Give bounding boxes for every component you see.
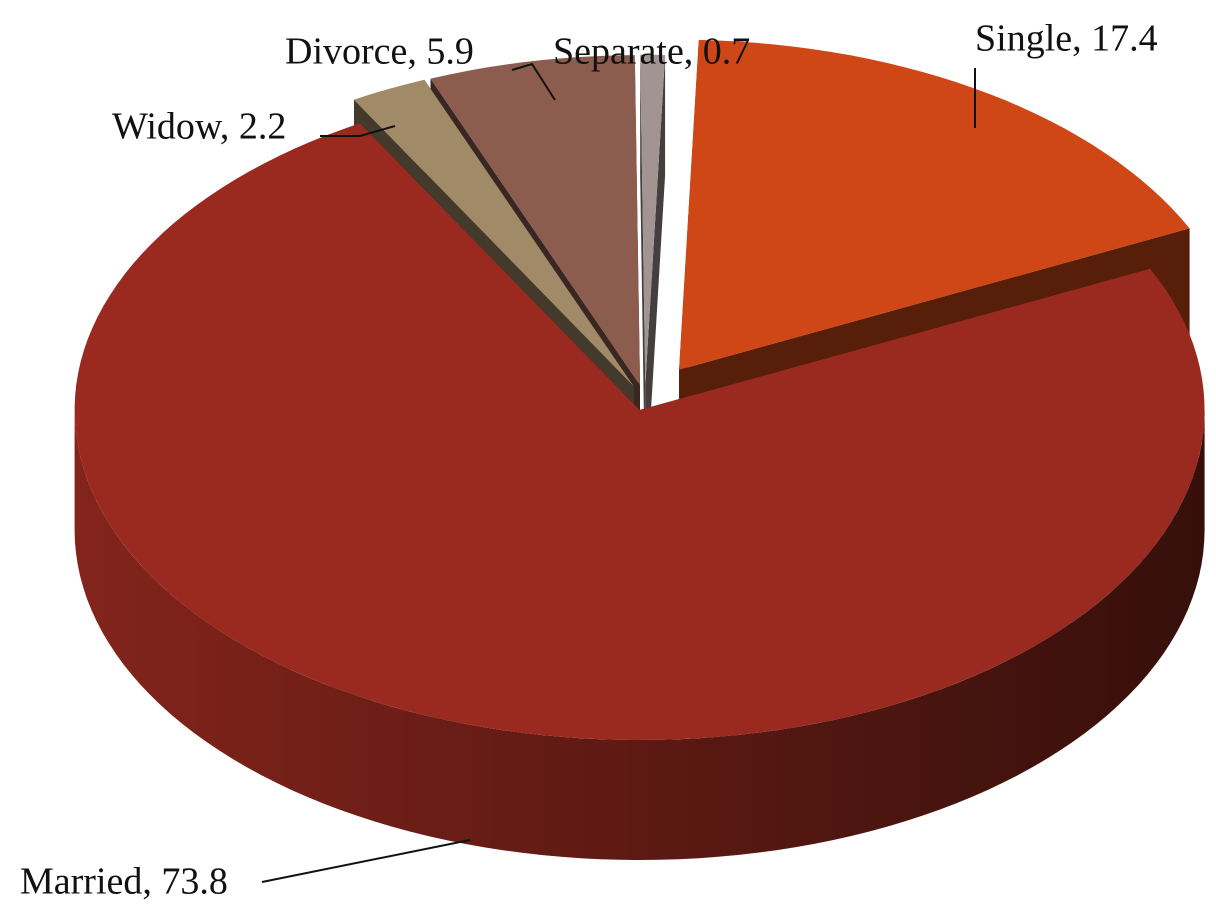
leader-line [261, 839, 471, 883]
slice [354, 79, 634, 387]
leader-line [320, 125, 396, 137]
slice-side [74, 410, 1205, 860]
slice [679, 39, 1190, 370]
leader-line [511, 62, 556, 101]
data-label: Married, 73.8 [20, 861, 228, 903]
slice-side [645, 55, 666, 505]
slice [640, 54, 666, 385]
data-label: Separate, 0.7 [553, 31, 750, 73]
data-label: Single, 17.4 [975, 18, 1158, 60]
data-label: Widow, 2.2 [112, 106, 286, 148]
data-label: Divorce, 5.9 [285, 31, 474, 73]
slice [74, 123, 1205, 741]
slice [430, 55, 640, 386]
slice-side [640, 54, 646, 505]
